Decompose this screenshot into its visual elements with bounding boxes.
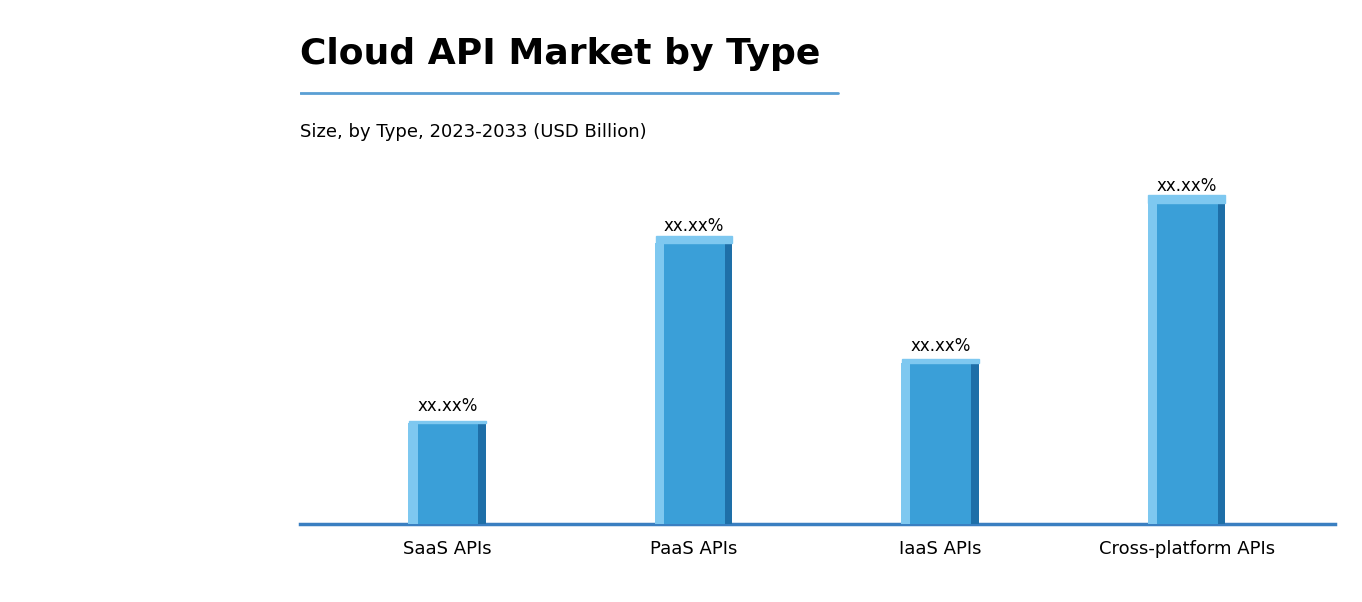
Bar (478, 423, 486, 524)
Bar (902, 359, 979, 363)
Text: USD Billion in 2023: USD Billion in 2023 (45, 262, 225, 280)
Text: Cloud API Market by Type: Cloud API Market by Type (300, 37, 820, 71)
Text: xx.xx%: xx.xx% (910, 337, 971, 355)
Text: 1.0: 1.0 (95, 147, 174, 190)
Bar (1148, 203, 1226, 524)
Bar (1148, 194, 1226, 203)
Bar (725, 243, 733, 524)
Bar (409, 423, 486, 524)
Text: Size, by Type, 2023-2033 (USD Billion): Size, by Type, 2023-2033 (USD Billion) (300, 123, 646, 141)
Bar (902, 363, 910, 524)
Text: xx.xx%: xx.xx% (663, 217, 725, 235)
Text: xx.xx%: xx.xx% (1156, 176, 1218, 194)
Text: Total Market Size: Total Market Size (54, 220, 215, 238)
Text: CAGR: CAGR (109, 412, 161, 430)
Bar (655, 236, 733, 243)
Text: 19.1%: 19.1% (57, 340, 212, 383)
Bar (655, 243, 733, 524)
Bar (1218, 203, 1226, 524)
Bar (655, 243, 665, 524)
Bar (409, 423, 418, 524)
Bar (1148, 203, 1156, 524)
Text: xx.xx%: xx.xx% (417, 397, 478, 415)
Bar (902, 363, 979, 524)
Bar (409, 421, 486, 423)
Bar (971, 363, 979, 524)
Text: (2023 – 2033): (2023 – 2033) (71, 455, 199, 473)
